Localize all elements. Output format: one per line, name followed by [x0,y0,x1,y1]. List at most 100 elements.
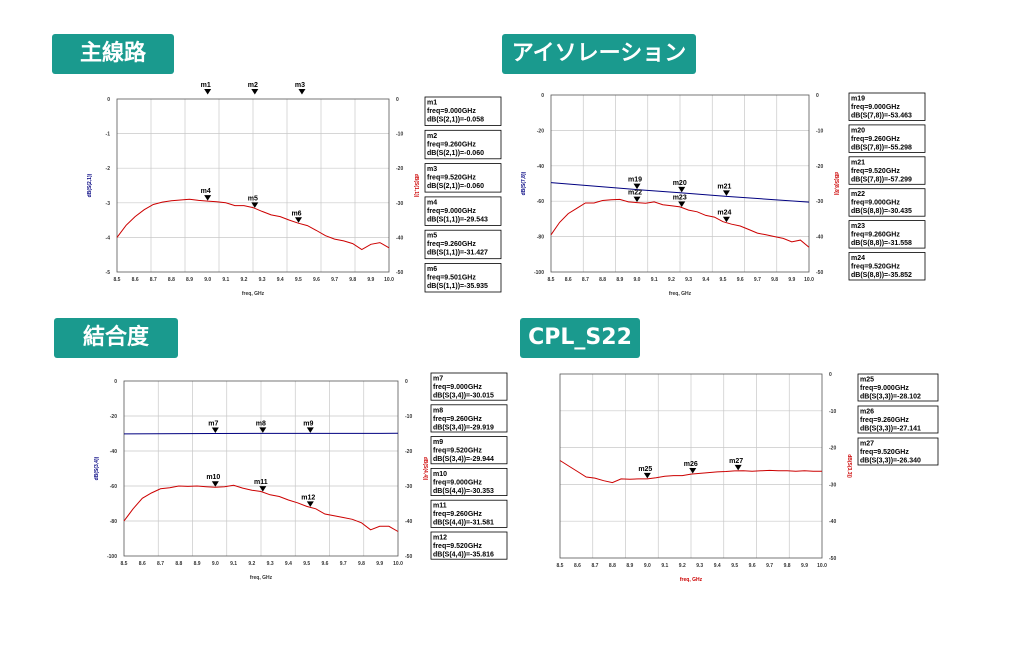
marker-readout-box [430,531,508,560]
y-left-tick-label: -40 [110,449,117,455]
x-tick-label: 10.0 [393,561,403,567]
marker-readout-text: dB(S(3,3))=-26.340 [860,458,921,465]
marker-triangle [295,217,303,223]
y-left-tick-label: -100 [107,554,117,560]
marker-label: m6 [291,210,301,217]
series-line-left [550,182,810,203]
marker-readout-text: m11 [433,503,447,510]
x-tick-label: 8.9 [194,561,201,567]
marker-readout-text: dB(S(2,1))=-0.058 [427,117,484,124]
y-left-axis-label: dB(S(2,1)) [87,173,93,197]
marker-readout-text: freq=9.000GHz [433,479,482,486]
marker-readout-box [848,124,926,153]
x-tick-label: 9.9 [367,277,374,283]
marker-readout-text: freq=9.520GHz [433,448,482,455]
y-right-tick-label: 0 [816,93,819,99]
x-axis-label: freq, GHz [242,291,265,297]
x-tick-label: 9.0 [204,277,211,283]
marker-readout-box [848,188,926,217]
x-tick-label: 8.6 [139,561,146,567]
x-tick-label: 9.5 [731,563,738,569]
y-right-tick-label: -30 [396,201,403,207]
marker-label: m8 [256,420,266,427]
marker-triangle [633,183,641,190]
x-tick-label: 9.1 [222,277,229,283]
marker-readout-box [424,229,502,260]
x-tick-label: 9.1 [230,561,237,567]
y-left-axis-label: dB(S(7,8)) [521,171,527,195]
title-coupling: 結合度 [54,318,178,358]
marker-readout-text: dB(S(2,1))=-0.060 [427,183,484,190]
y-right-tick-label: -20 [829,446,836,452]
plot-frame [550,94,810,273]
x-tick-label: 9.2 [668,277,675,283]
series-line-right [559,460,822,484]
y-right-tick-label: -50 [816,270,823,276]
x-tick-label: 9.4 [277,277,284,283]
marker-readout-text: dB(S(7,8))=-57.299 [851,176,912,183]
marker-triangle [211,481,219,487]
marker-readout-text: freq=9.520GHz [851,264,900,271]
chart-1: 8.5 8.6 8.7 8.8 8.9 9.0 9.1 9.2 9.3 9.4 9.5 9.6 9.7 9… [521,92,926,297]
title-cpl-s22: CPL_S22 [520,318,640,358]
x-tick-label: 9.4 [285,561,292,567]
x-tick-label: 10.0 [804,277,814,283]
series-line-right [116,198,390,251]
marker-readout-box [430,467,508,496]
x-tick-label: 8.9 [626,563,633,569]
marker-label: m25 [638,466,652,473]
marker-readout-text: m22 [851,191,865,198]
marker-readout-box [430,372,508,401]
x-tick-label: 8.9 [616,277,623,283]
marker-readout-text: freq=9.000GHz [433,384,482,391]
x-tick-label: 8.6 [574,563,581,569]
x-tick-label: 9.9 [376,561,383,567]
marker-readout-text: m1 [427,100,437,107]
x-tick-label: 9.5 [303,561,310,567]
y-left-tick-label: -20 [537,128,544,134]
marker-readout-text: m25 [860,377,874,384]
marker-label: m2 [248,82,258,89]
marker-readout-text: freq=9.520GHz [427,175,476,182]
x-tick-label: 8.7 [150,277,157,283]
marker-readout-text: m23 [851,223,865,230]
x-tick-label: 9.6 [737,277,744,283]
y-left-tick-label: -5 [106,270,111,276]
marker-label: m10 [206,474,220,481]
x-tick-label: 9.0 [634,277,641,283]
y-right-tick-label: 0 [405,379,408,385]
y-left-tick-label: -20 [110,414,117,420]
marker-triangle [251,202,259,208]
x-tick-label: 9.6 [749,563,756,569]
x-tick-label: 8.5 [557,563,564,569]
marker-readout-box [430,404,508,433]
y-left-tick-label: -80 [110,519,117,525]
x-tick-label: 8.6 [565,277,572,283]
y-left-axis-label: dB(S(3,4)) [94,456,100,480]
y-right-tick-label: -40 [829,519,836,525]
y-right-tick-label: -50 [405,554,412,560]
x-tick-label: 8.8 [599,277,606,283]
x-tick-label: 9.6 [321,561,328,567]
series-line-right [123,484,399,532]
marker-readout-text: m3 [427,166,437,173]
x-tick-label: 9.3 [685,277,692,283]
x-tick-label: 9.5 [720,277,727,283]
y-left-tick-label: -1 [106,132,111,138]
x-tick-label: 9.7 [340,561,347,567]
marker-triangle [722,190,730,196]
y-right-tick-label: -20 [396,166,403,172]
marker-readout-text: freq=9.260GHz [851,136,900,143]
marker-label: m23 [673,195,687,202]
y-left-tick-label: -2 [106,166,111,172]
marker-readout-text: freq=9.260GHz [851,232,900,239]
series-line-left [123,432,399,435]
marker-triangle [204,89,212,95]
y-right-tick-label: -10 [396,132,403,138]
x-tick-label: 9.8 [349,277,356,283]
marker-readout-text: dB(S(3,4))=-29.919 [433,424,494,431]
marker-triangle [722,216,730,223]
x-tick-label: 9.3 [696,563,703,569]
y-right-axis-label: dB(S(1,1)) [413,174,419,198]
x-tick-label: 9.4 [702,277,709,283]
